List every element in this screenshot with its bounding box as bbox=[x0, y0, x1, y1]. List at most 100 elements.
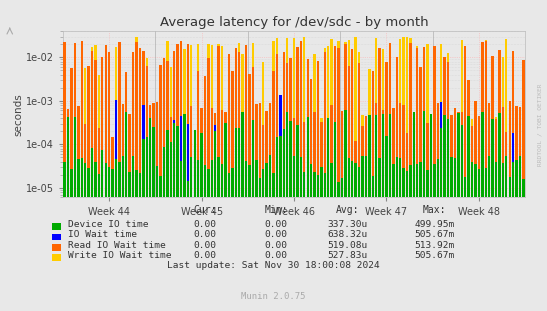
Bar bbox=[218, 157, 220, 197]
Bar bbox=[392, 123, 394, 197]
Bar bbox=[293, 118, 295, 197]
Bar bbox=[385, 136, 388, 197]
Bar bbox=[265, 111, 268, 197]
Bar bbox=[283, 129, 285, 197]
Bar bbox=[67, 109, 69, 197]
Bar bbox=[464, 177, 467, 197]
Text: Last update: Sat Nov 30 18:00:08 2024: Last update: Sat Nov 30 18:00:08 2024 bbox=[167, 261, 380, 270]
Bar bbox=[337, 48, 340, 197]
Bar bbox=[502, 163, 504, 197]
Bar bbox=[354, 141, 357, 197]
Bar bbox=[231, 71, 234, 197]
Bar bbox=[375, 103, 377, 197]
Bar bbox=[502, 57, 504, 197]
Bar bbox=[276, 38, 278, 197]
Bar bbox=[324, 48, 326, 197]
Bar bbox=[306, 59, 309, 197]
Bar bbox=[176, 126, 179, 197]
Bar bbox=[121, 104, 124, 197]
Bar bbox=[197, 71, 199, 197]
Bar bbox=[91, 51, 93, 197]
Bar bbox=[183, 124, 185, 197]
Bar bbox=[224, 123, 227, 197]
Bar bbox=[491, 129, 494, 197]
Bar bbox=[218, 44, 220, 197]
Bar bbox=[447, 119, 449, 197]
Bar bbox=[433, 56, 435, 197]
Bar bbox=[437, 104, 439, 197]
Bar bbox=[74, 117, 76, 197]
Bar bbox=[259, 103, 261, 197]
Bar bbox=[180, 68, 182, 197]
Bar bbox=[80, 41, 83, 197]
Bar bbox=[395, 129, 398, 197]
Bar bbox=[450, 157, 453, 197]
Bar bbox=[146, 58, 148, 197]
Bar bbox=[211, 45, 213, 197]
Bar bbox=[368, 129, 370, 197]
Bar bbox=[204, 76, 206, 197]
Bar bbox=[204, 139, 206, 197]
Bar bbox=[474, 164, 476, 197]
Bar bbox=[63, 162, 66, 197]
Bar bbox=[156, 119, 158, 197]
Bar bbox=[423, 111, 426, 197]
Bar bbox=[183, 114, 185, 197]
Bar bbox=[430, 122, 432, 197]
Bar bbox=[416, 164, 418, 197]
Bar bbox=[101, 130, 103, 197]
Bar bbox=[406, 133, 408, 197]
Text: 505.67m: 505.67m bbox=[415, 251, 455, 260]
Bar bbox=[84, 68, 86, 197]
Bar bbox=[365, 116, 367, 197]
Bar bbox=[142, 105, 144, 197]
Text: Device IO time: Device IO time bbox=[68, 220, 149, 229]
Bar bbox=[412, 142, 415, 197]
Bar bbox=[444, 115, 446, 197]
Bar bbox=[214, 113, 217, 197]
Bar bbox=[235, 48, 237, 197]
Bar bbox=[248, 165, 251, 197]
Bar bbox=[310, 164, 312, 197]
Bar bbox=[63, 117, 66, 197]
Bar bbox=[327, 118, 329, 197]
Bar bbox=[156, 166, 158, 197]
Bar bbox=[379, 158, 381, 197]
Bar bbox=[412, 114, 415, 197]
Bar bbox=[269, 103, 271, 197]
Bar bbox=[162, 58, 165, 197]
Bar bbox=[471, 162, 473, 197]
Bar bbox=[101, 150, 103, 197]
Bar bbox=[334, 67, 336, 197]
Bar bbox=[474, 101, 476, 197]
Bar bbox=[211, 160, 213, 197]
Bar bbox=[468, 116, 470, 197]
Text: 527.83u: 527.83u bbox=[327, 251, 368, 260]
Bar bbox=[187, 124, 189, 197]
Bar bbox=[180, 41, 182, 197]
Bar bbox=[173, 120, 176, 197]
Bar bbox=[296, 78, 299, 197]
Bar bbox=[98, 75, 100, 197]
Bar bbox=[187, 181, 189, 197]
Bar bbox=[255, 104, 258, 197]
Bar bbox=[153, 103, 155, 197]
Bar bbox=[478, 116, 480, 197]
Bar bbox=[224, 129, 227, 197]
Bar bbox=[259, 117, 261, 197]
Bar bbox=[125, 72, 127, 197]
Bar bbox=[317, 175, 319, 197]
Bar bbox=[485, 41, 487, 197]
Bar bbox=[512, 162, 514, 197]
Bar bbox=[241, 112, 244, 197]
Text: 0.00: 0.00 bbox=[265, 251, 288, 260]
Bar bbox=[218, 46, 220, 197]
Bar bbox=[347, 158, 350, 197]
Bar bbox=[416, 48, 418, 197]
Text: Cur:: Cur: bbox=[194, 205, 217, 215]
Bar bbox=[313, 172, 316, 197]
Bar bbox=[420, 162, 422, 197]
Text: Avg:: Avg: bbox=[336, 205, 359, 215]
Bar bbox=[238, 128, 241, 197]
Bar bbox=[403, 37, 405, 197]
